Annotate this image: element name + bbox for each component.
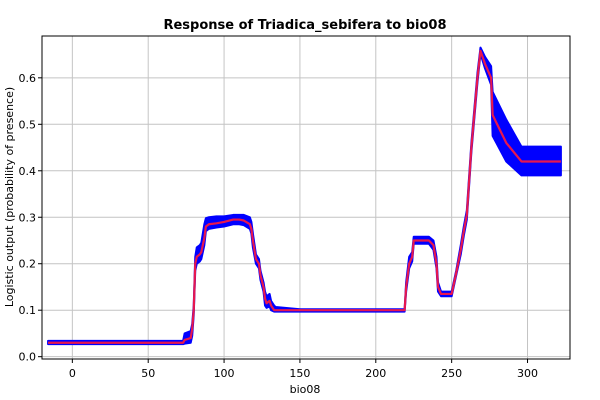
y-tick-label: 0.0 — [19, 351, 37, 364]
y-axis: 0.0 0.1 0.2 0.3 0.4 0.5 0.6 — [19, 72, 42, 364]
y-tick-label: 0.2 — [19, 258, 37, 271]
confidence-band-area — [47, 46, 562, 346]
x-tick-label: 200 — [365, 367, 386, 380]
chart-title: Response of Triadica_sebifera to bio08 — [163, 18, 446, 33]
y-axis-label: Logistic output (probability of presence… — [3, 87, 16, 307]
y-tick-label: 0.1 — [19, 304, 37, 317]
y-tick-label: 0.6 — [19, 72, 37, 85]
x-tick-label: 150 — [289, 367, 310, 380]
y-tick-label: 0.4 — [19, 165, 37, 178]
y-tick-label: 0.5 — [19, 118, 37, 131]
mean-line — [48, 49, 561, 344]
plot-frame — [41, 35, 571, 360]
grid-lines — [42, 36, 570, 359]
x-axis-label: bio08 — [290, 383, 321, 396]
x-tick-label: 300 — [517, 367, 538, 380]
mean-response-line — [48, 49, 561, 344]
x-tick-label: 250 — [441, 367, 462, 380]
confidence-band — [47, 46, 562, 346]
x-tick-label: 0 — [69, 367, 76, 380]
y-tick-label: 0.3 — [19, 211, 37, 224]
x-tick-label: 50 — [141, 367, 155, 380]
x-axis: 0 50 100 150 200 250 300 — [69, 359, 538, 380]
x-tick-label: 100 — [214, 367, 235, 380]
